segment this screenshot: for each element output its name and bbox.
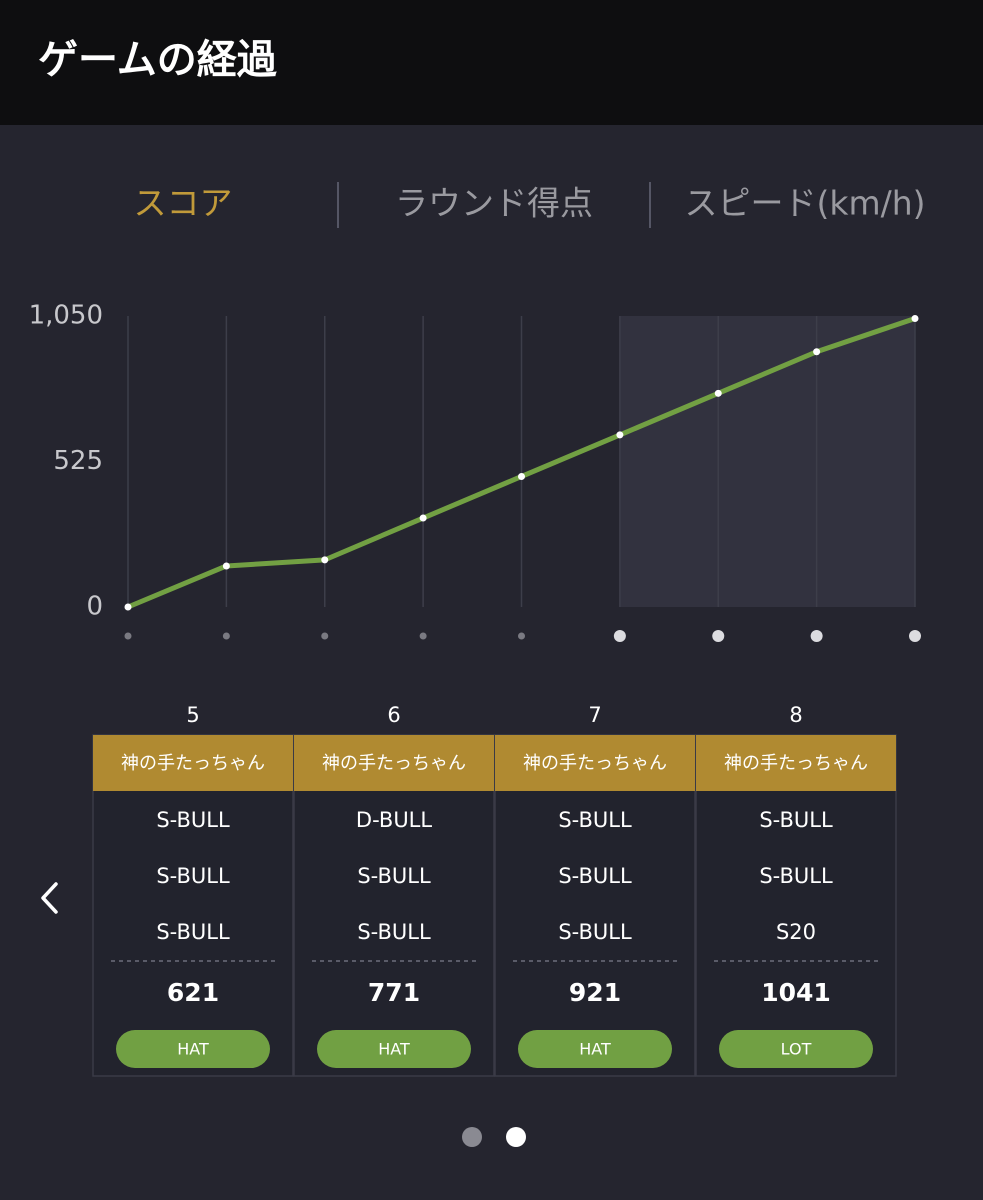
point: [518, 472, 525, 480]
header-bar: [0, 0, 983, 125]
point: [714, 389, 722, 397]
player-name: 神の手たっちゃん: [322, 753, 466, 774]
player-name: 神の手たっちゃん: [724, 753, 868, 774]
player-band: [495, 735, 695, 791]
page-dot-active[interactable]: [506, 1127, 526, 1147]
throw: D-BULL: [356, 808, 432, 832]
y-tick-label: 0: [86, 592, 103, 622]
category-dot: [909, 630, 921, 642]
round-number: 6: [387, 703, 400, 727]
award-label: LOT: [781, 1040, 812, 1059]
point: [616, 431, 624, 439]
throw: S20: [776, 920, 816, 944]
player-band: [696, 735, 896, 791]
y-tick-label: 1,050: [29, 301, 103, 331]
throw: S-BULL: [357, 864, 431, 888]
player-name: 神の手たっちゃん: [523, 753, 667, 774]
card: [293, 734, 495, 1077]
round-score: 621: [167, 978, 219, 1007]
throw: S-BULL: [156, 864, 230, 888]
category-dot: [810, 630, 823, 642]
round-score: 771: [368, 978, 420, 1007]
category-dot: [712, 630, 725, 642]
tab[interactable]: スピード(km/h): [684, 184, 925, 223]
point: [124, 603, 132, 611]
throw: S-BULL: [558, 808, 632, 832]
tab[interactable]: スコア: [134, 184, 233, 223]
y-tick-label: 525: [53, 446, 103, 476]
round-number: 8: [789, 703, 802, 727]
tab[interactable]: ラウンド得点: [395, 184, 593, 223]
award-label: HAT: [177, 1040, 209, 1059]
card: [494, 734, 696, 1077]
player-band: [93, 735, 293, 791]
throw: S-BULL: [759, 808, 833, 832]
category-dot: [124, 632, 132, 640]
category-dot: [321, 632, 329, 640]
award-label: HAT: [378, 1040, 410, 1059]
round-number: 7: [588, 703, 601, 727]
point: [222, 562, 230, 570]
category-dot: [222, 632, 230, 640]
award-pill: [719, 1030, 873, 1068]
highlight-region: [619, 316, 915, 607]
round-score: 1041: [761, 978, 831, 1007]
round-number: 5: [186, 703, 199, 727]
card: [695, 734, 897, 1077]
throw: S-BULL: [558, 920, 632, 944]
category-dot: [613, 630, 626, 642]
throw: S-BULL: [357, 920, 431, 944]
player-name: 神の手たっちゃん: [121, 753, 265, 774]
throw: S-BULL: [759, 864, 833, 888]
card: [92, 734, 294, 1077]
category-dot: [419, 632, 427, 640]
point: [911, 314, 919, 322]
round-score: 921: [569, 978, 621, 1007]
point: [419, 514, 427, 522]
prev-button[interactable]: [41, 882, 58, 914]
point: [321, 556, 329, 564]
page-title: ゲームの経過: [38, 37, 278, 83]
award-pill: [317, 1030, 471, 1068]
throw: S-BULL: [156, 920, 230, 944]
chart: 0 525 1,050: [29, 301, 921, 642]
throw: S-BULL: [156, 808, 230, 832]
point: [813, 348, 821, 356]
player-band: [294, 735, 494, 791]
award-label: HAT: [579, 1040, 611, 1059]
round-cards: 5 神の手たっちゃん S-BULL S-BULL S-BULL 621 HAT 6 神の手たっち…: [92, 703, 897, 1077]
category-dot: [518, 632, 525, 640]
throw: S-BULL: [558, 864, 632, 888]
page-dot[interactable]: [462, 1127, 482, 1147]
award-pill: [518, 1030, 672, 1068]
award-pill: [116, 1030, 270, 1068]
